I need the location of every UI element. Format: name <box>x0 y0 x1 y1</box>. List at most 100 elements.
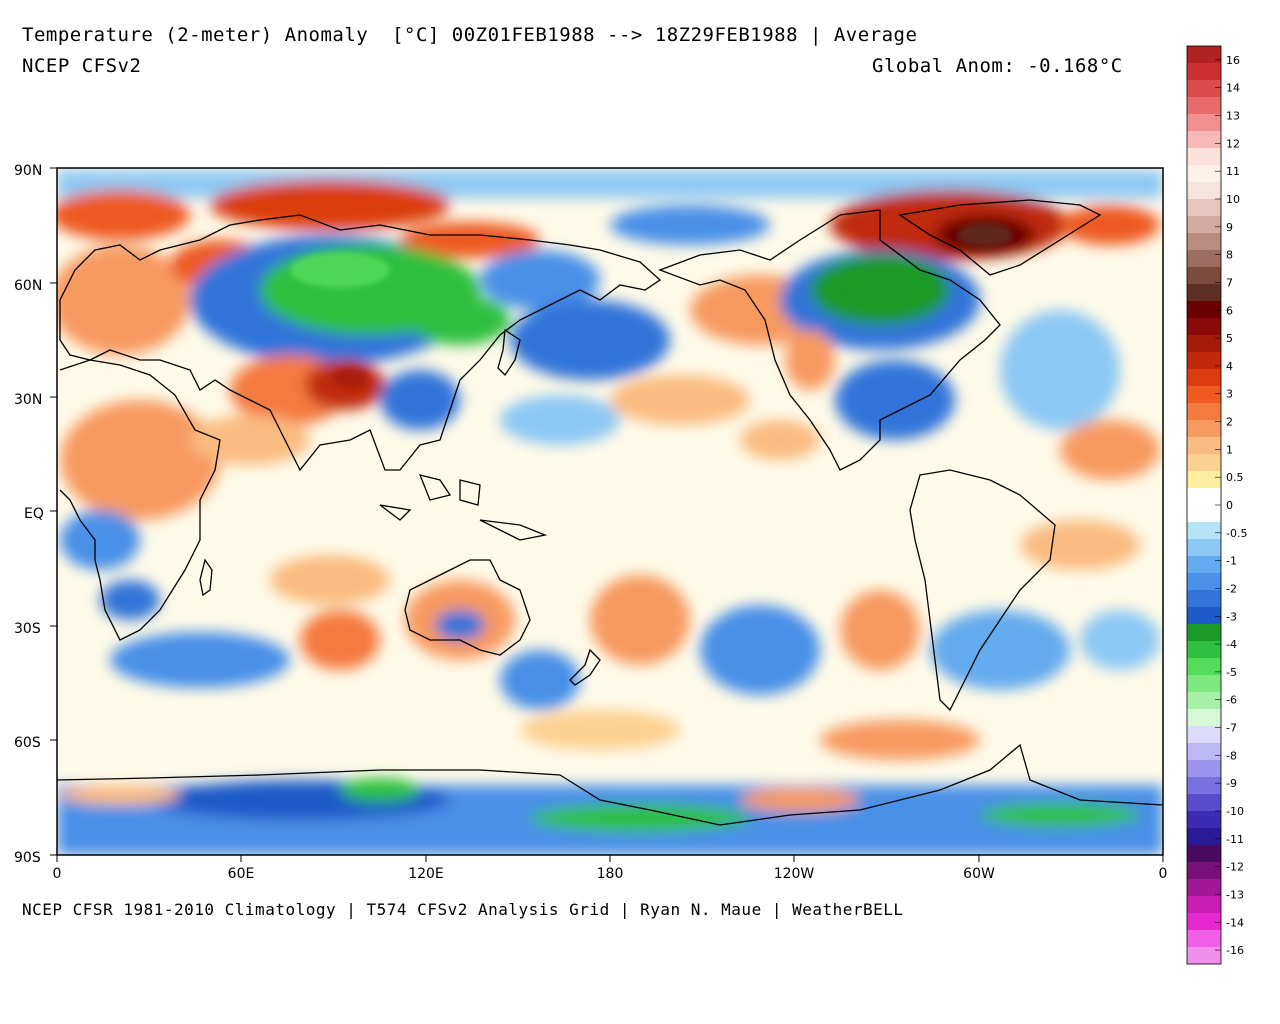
colorbar-label: -13 <box>1226 888 1244 901</box>
colorbar-label: -16 <box>1226 944 1244 957</box>
colorbar-swatch <box>1187 675 1221 693</box>
colorbar-swatch <box>1187 420 1221 438</box>
colorbar-swatch <box>1187 726 1221 744</box>
colorbar-label: 8 <box>1226 249 1233 262</box>
colorbar-label: 7 <box>1226 276 1233 289</box>
colorbar-label: -0.5 <box>1226 527 1247 540</box>
colorbar-label: 2 <box>1226 416 1233 429</box>
model-name: NCEP CFSv2 <box>22 55 142 77</box>
colorbar-swatch <box>1187 913 1221 931</box>
anomaly-map: 90N 60N 30N EQ 30S 60S 90S 0 60E 120E 18… <box>14 163 1168 882</box>
colorbar-swatch <box>1187 471 1221 489</box>
colorbar-swatch <box>1187 862 1221 880</box>
colorbar-label: 14 <box>1226 82 1240 95</box>
colorbar-swatch <box>1187 250 1221 268</box>
colorbar-label: 0.5 <box>1226 471 1244 484</box>
colorbar-label: -7 <box>1226 722 1237 735</box>
colorbar-label: 10 <box>1226 193 1240 206</box>
lon-label-0-east: 0 <box>1159 866 1168 882</box>
lat-label-eq: EQ <box>24 506 44 522</box>
colorbar-swatch <box>1187 437 1221 455</box>
colorbar-swatch <box>1187 794 1221 812</box>
colorbar-swatch <box>1187 182 1221 200</box>
colorbar-swatch <box>1187 488 1221 506</box>
colorbar-swatch <box>1187 148 1221 166</box>
colorbar-swatch <box>1187 607 1221 625</box>
colorbar-label: -14 <box>1226 916 1244 929</box>
colorbar-swatch <box>1187 301 1221 319</box>
lat-label-90n: 90N <box>14 163 42 179</box>
colorbar-swatch <box>1187 556 1221 574</box>
colorbar-swatch <box>1187 63 1221 81</box>
colorbar-swatch <box>1187 658 1221 676</box>
lon-label-60e: 60E <box>228 866 255 882</box>
colorbar-swatch <box>1187 233 1221 251</box>
colorbar-label: -3 <box>1226 610 1237 623</box>
colorbar-label: -12 <box>1226 861 1244 874</box>
colorbar-swatch <box>1187 828 1221 846</box>
colorbar-label: 3 <box>1226 388 1233 401</box>
anomaly-field <box>57 168 1163 855</box>
axis-ticks <box>50 167 1164 862</box>
colorbar-label: 11 <box>1226 165 1240 178</box>
colorbar-swatch <box>1187 369 1221 387</box>
colorbar-labels: 16 14 13 12 11 10 9 8 7 6 5 4 3 2 1 0.5 0 -0.5 -1 -2 -3 -4 -5 -… <box>1215 54 1247 957</box>
colorbar-swatch <box>1187 352 1221 370</box>
colorbar-label: -5 <box>1226 666 1237 679</box>
map-credits: NCEP CFSR 1981-2010 Climatology | T574 C… <box>22 900 904 919</box>
colorbar-label: -2 <box>1226 582 1237 595</box>
colorbar-swatch <box>1187 777 1221 795</box>
colorbar-label: -8 <box>1226 749 1237 762</box>
lon-label-180: 180 <box>597 866 624 882</box>
lat-label-30n: 30N <box>14 392 42 408</box>
colorbar-swatch <box>1187 386 1221 404</box>
colorbar-label: 1 <box>1226 443 1233 456</box>
colorbar-swatch <box>1187 267 1221 285</box>
colorbar-swatch <box>1187 46 1221 64</box>
colorbar-label: 9 <box>1226 221 1233 234</box>
colorbar-legend: 16 14 13 12 11 10 9 8 7 6 5 4 3 2 1 0.5 0 -0.5 -1 -2 -3 -4 -5 -… <box>1186 45 1247 965</box>
lat-label-60n: 60N <box>14 278 42 294</box>
colorbar-label: -10 <box>1226 805 1244 818</box>
colorbar-swatch <box>1187 335 1221 353</box>
colorbar-label: -4 <box>1226 638 1237 651</box>
lon-label-60w: 60W <box>963 866 995 882</box>
colorbar-swatch <box>1187 947 1221 965</box>
colorbar-label: 13 <box>1226 110 1240 123</box>
colorbar-swatch <box>1187 131 1221 149</box>
colorbar-label: 12 <box>1226 137 1240 150</box>
colorbar-swatch <box>1187 743 1221 761</box>
colorbar-swatch <box>1187 284 1221 302</box>
colorbar-swatches <box>1186 45 1222 965</box>
colorbar-swatch <box>1187 80 1221 98</box>
colorbar-label: 0 <box>1226 499 1233 512</box>
coastlines <box>57 199 1163 826</box>
colorbar-swatch <box>1187 318 1221 336</box>
colorbar-swatch <box>1187 97 1221 115</box>
lon-label-0: 0 <box>53 866 62 882</box>
colorbar-label: 6 <box>1226 304 1233 317</box>
colorbar-label: -6 <box>1226 694 1237 707</box>
colorbar-swatch <box>1187 879 1221 897</box>
colorbar-swatch <box>1187 590 1221 608</box>
colorbar-swatch <box>1187 573 1221 591</box>
colorbar-swatch <box>1187 199 1221 217</box>
colorbar-swatch <box>1187 522 1221 540</box>
colorbar-swatch <box>1187 624 1221 642</box>
lon-label-120w: 120W <box>774 866 815 882</box>
colorbar-label: 4 <box>1226 360 1233 373</box>
colorbar-swatch <box>1187 641 1221 659</box>
colorbar-swatch <box>1187 454 1221 472</box>
lat-label-90s: 90S <box>14 850 41 866</box>
colorbar-swatch <box>1187 709 1221 727</box>
colorbar-swatch <box>1187 505 1221 523</box>
colorbar-swatch <box>1187 114 1221 132</box>
colorbar-swatch <box>1187 165 1221 183</box>
colorbar-label: -1 <box>1226 555 1237 568</box>
colorbar-swatch <box>1187 539 1221 557</box>
colorbar-label: 5 <box>1226 332 1233 345</box>
colorbar-swatch <box>1187 930 1221 948</box>
colorbar-swatch <box>1187 896 1221 914</box>
colorbar-swatch <box>1187 216 1221 234</box>
colorbar-swatch <box>1187 811 1221 829</box>
